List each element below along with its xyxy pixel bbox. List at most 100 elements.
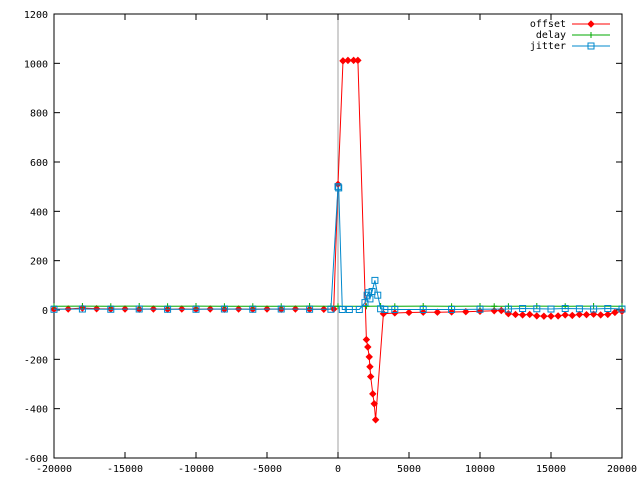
y-tick-label: 800 (30, 109, 48, 120)
x-tick-label: -10000 (178, 464, 214, 475)
data-point (618, 307, 626, 315)
data-point (575, 310, 584, 319)
data-point (405, 308, 413, 317)
data-point (381, 306, 389, 314)
y-tick-label: 400 (30, 207, 48, 218)
series-jitter (50, 183, 626, 314)
data-point (587, 20, 595, 28)
series-layer (50, 56, 626, 424)
legend-label: offset (530, 19, 566, 30)
data-point (366, 295, 374, 303)
y-tick-label: -600 (24, 454, 48, 465)
y-tick-label: 1000 (24, 59, 48, 70)
x-tick-label: -15000 (107, 464, 143, 475)
data-point (377, 305, 385, 313)
data-point (366, 363, 374, 371)
data-point (369, 390, 377, 398)
data-point (511, 310, 520, 319)
data-point (364, 343, 372, 351)
data-point (476, 305, 484, 313)
series-offset (50, 56, 626, 424)
data-point (533, 312, 541, 320)
data-point (355, 306, 363, 314)
data-point (365, 353, 373, 361)
data-point (374, 291, 382, 299)
data-point (561, 305, 569, 313)
data-point (363, 303, 370, 310)
data-point (491, 303, 498, 310)
data-point (338, 306, 346, 314)
data-point (220, 305, 228, 313)
data-point (547, 312, 555, 320)
data-point (370, 400, 378, 408)
y-tick-label: -200 (24, 355, 48, 366)
data-point (587, 42, 595, 50)
data-point (518, 311, 527, 319)
data-point (533, 305, 541, 313)
data-point (50, 305, 58, 313)
x-tick-label: 0 (335, 464, 341, 475)
data-point (504, 305, 512, 313)
data-point (447, 308, 456, 316)
y-tick-label: 600 (30, 158, 48, 169)
data-point (588, 32, 594, 38)
legend-item-delay: delay (536, 30, 610, 41)
data-point (192, 305, 200, 313)
x-tick-label: -5000 (252, 464, 282, 475)
data-point (618, 305, 626, 313)
y-tick-label: -400 (24, 405, 48, 416)
x-tick-label: -20000 (36, 464, 72, 475)
x-tick-label: 5000 (397, 464, 421, 475)
data-point (419, 306, 427, 314)
data-point (582, 310, 591, 319)
legend-label: jitter (530, 41, 566, 52)
data-point (327, 305, 335, 313)
data-point (354, 56, 362, 65)
x-tick-label: 15000 (536, 464, 566, 475)
data-point (135, 305, 143, 313)
data-point (568, 311, 577, 320)
data-point (362, 335, 371, 344)
data-point (371, 416, 380, 424)
y-tick-label: 200 (30, 257, 48, 268)
data-point (368, 288, 376, 295)
data-point (525, 310, 534, 319)
data-point (335, 184, 343, 192)
data-point (519, 305, 527, 313)
data-point (611, 308, 619, 317)
data-point (78, 305, 86, 313)
y-axis-ticks: -600 -400 -200 0 200 400 600 800 1000 1200 (24, 10, 622, 465)
data-point (334, 183, 342, 191)
data-point (497, 306, 506, 315)
data-point (345, 306, 353, 314)
data-point (604, 305, 612, 313)
x-axis-ticks: -20000 -15000 -10000 -5000 0 5000 10000 15000 20… (36, 14, 637, 475)
data-point (462, 308, 470, 316)
data-point (107, 305, 115, 313)
y-tick-label: 1200 (24, 10, 48, 21)
x-tick-label: 20000 (607, 464, 637, 475)
data-point (306, 305, 314, 313)
data-point (391, 306, 399, 314)
x-tick-label: 10000 (465, 464, 495, 475)
data-point (554, 312, 562, 320)
data-point (547, 305, 555, 313)
data-point (596, 311, 605, 319)
data-point (575, 305, 583, 313)
data-point (249, 305, 257, 313)
data-point (361, 299, 369, 307)
data-point (590, 305, 598, 313)
data-point (540, 312, 548, 320)
legend-item-jitter: jitter (530, 41, 610, 52)
data-point (604, 310, 612, 319)
data-point (433, 308, 442, 316)
data-point (589, 310, 598, 318)
y-tick-label: 0 (42, 306, 48, 317)
data-point (561, 311, 569, 319)
data-point (277, 305, 285, 313)
legend-item-offset: offset (530, 19, 610, 30)
data-point (344, 56, 352, 65)
legend-label: delay (536, 30, 566, 41)
